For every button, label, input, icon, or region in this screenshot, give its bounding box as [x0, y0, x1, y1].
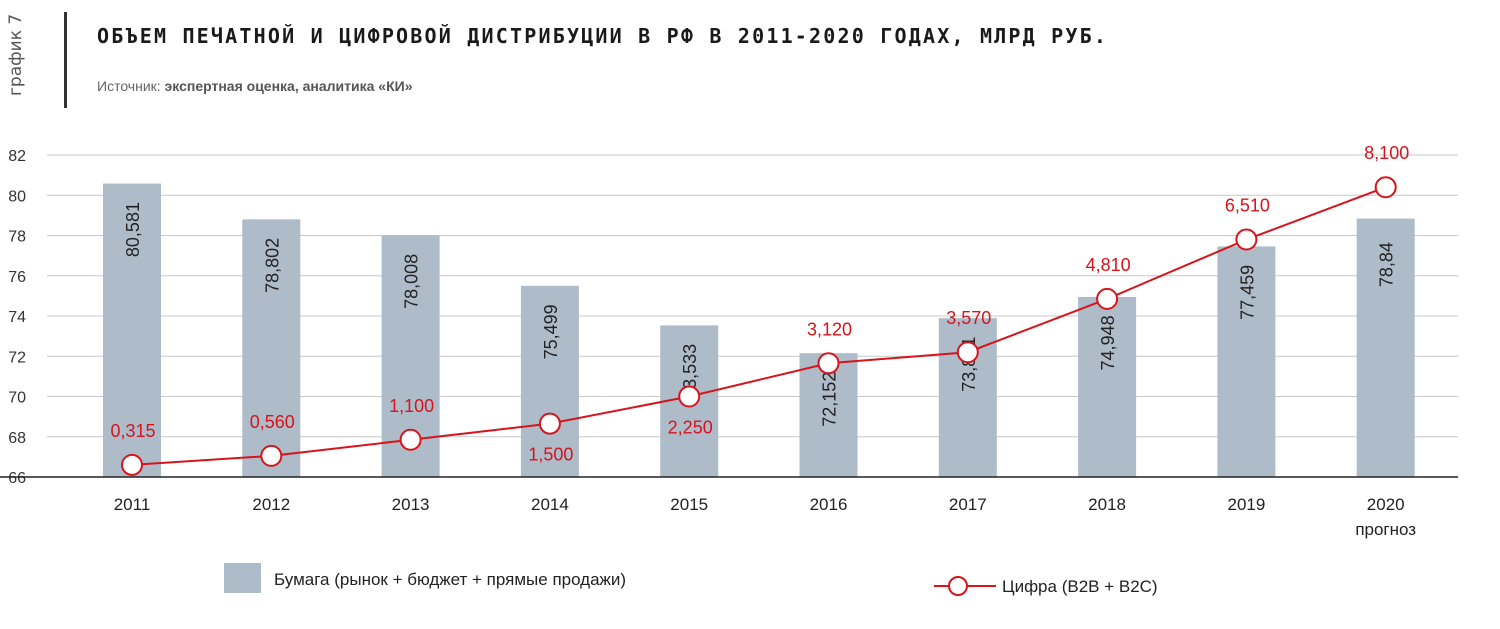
- x-tick-label: 2017: [949, 495, 987, 514]
- bar-value-label: 78,008: [402, 254, 422, 309]
- y-tick-label: 82: [8, 148, 26, 165]
- line-point: [678, 385, 701, 408]
- legend-bar-swatch: [224, 563, 261, 593]
- line-point: [1374, 176, 1397, 199]
- legend-line-marker: [948, 576, 968, 596]
- point-value-label: 3,120: [807, 319, 852, 339]
- y-tick-label: 76: [8, 269, 26, 286]
- line-point: [121, 453, 143, 476]
- x-tick-label: 2019: [1227, 495, 1265, 514]
- series-line: [131, 186, 1387, 466]
- bar-value-label: 78,84: [1377, 242, 1397, 287]
- bar: [242, 219, 301, 478]
- line-point: [1096, 287, 1119, 310]
- bar-value-label: 78,802: [262, 238, 282, 293]
- x-tick-label: 2016: [810, 495, 848, 514]
- bar-value-label: 75,499: [541, 304, 561, 359]
- point-value-label: 4,810: [1086, 255, 1131, 275]
- line-point: [399, 428, 422, 451]
- chart-source: Источник: экспертная оценка, аналитика «…: [97, 78, 412, 94]
- x-tick-label: 2013: [392, 495, 430, 514]
- bar: [1356, 218, 1415, 477]
- line-series: 0,315 0,560 1,100 1,500 2,250 3,120 3,570 4,810…: [110, 143, 1409, 476]
- source-text: экспертная оценка, аналитика «КИ»: [164, 78, 413, 94]
- bar-value-label: 77,459: [1237, 265, 1257, 320]
- y-tick-label: 74: [8, 309, 26, 326]
- line-point: [1235, 228, 1258, 251]
- bar: [520, 285, 579, 477]
- point-value-label: 0,560: [250, 412, 295, 432]
- bar: [1217, 246, 1276, 477]
- legend-line-label: Цифра (B2B + B2C): [1002, 577, 1158, 596]
- point-value-label: 1,500: [528, 445, 573, 465]
- y-tick-label: 78: [8, 229, 26, 246]
- axis-layer: 66 68 70 72 74 76 78 80 82 2011 2012 2013 2014 2015 20…: [0, 148, 1458, 539]
- bar: [103, 183, 161, 477]
- bar-value-label: 80,581: [123, 202, 143, 257]
- source-prefix: Источник:: [97, 78, 165, 94]
- bar-value-label: 73,533: [680, 344, 700, 399]
- header-divider: [64, 12, 67, 108]
- chart-title: ОБЪЕМ ПЕЧАТНОЙ И ЦИФРОВОЙ ДИСТРИБУЦИИ В …: [97, 24, 1109, 48]
- bar: [1078, 296, 1137, 477]
- bar-value-label: 74,948: [1098, 315, 1118, 370]
- point-value-label: 3,570: [946, 308, 991, 328]
- line-point: [538, 412, 561, 435]
- point-value-label: 2,250: [668, 418, 713, 438]
- line-point: [260, 444, 283, 467]
- legend-bar-label: Бумага (рынок + бюджет + прямые продажи): [274, 570, 626, 589]
- y-tick-label: 80: [8, 188, 26, 205]
- legend: Бумага (рынок + бюджет + прямые продажи)…: [224, 563, 1158, 596]
- y-tick-label: 66: [8, 470, 26, 487]
- x-tick-label: 2018: [1088, 495, 1126, 514]
- x-tick-sublabel: прогноз: [1355, 520, 1416, 539]
- x-tick-label: 2012: [252, 495, 290, 514]
- point-value-label: 1,100: [389, 396, 434, 416]
- x-tick-label: 2011: [114, 495, 151, 514]
- point-value-label: 8,100: [1364, 143, 1409, 163]
- point-value-label: 0,315: [110, 421, 155, 441]
- y-tick-label: 70: [8, 390, 26, 407]
- x-tick-label: 2014: [531, 495, 569, 514]
- bar-value-label: 72,152: [820, 372, 840, 427]
- y-tick-label: 72: [8, 349, 26, 366]
- y-tick-label: 68: [8, 430, 26, 447]
- x-tick-label: 2020: [1367, 495, 1405, 514]
- line-point: [956, 341, 979, 364]
- x-tick-label: 2015: [670, 495, 708, 514]
- point-value-label: 6,510: [1225, 196, 1270, 216]
- line-point: [817, 352, 840, 375]
